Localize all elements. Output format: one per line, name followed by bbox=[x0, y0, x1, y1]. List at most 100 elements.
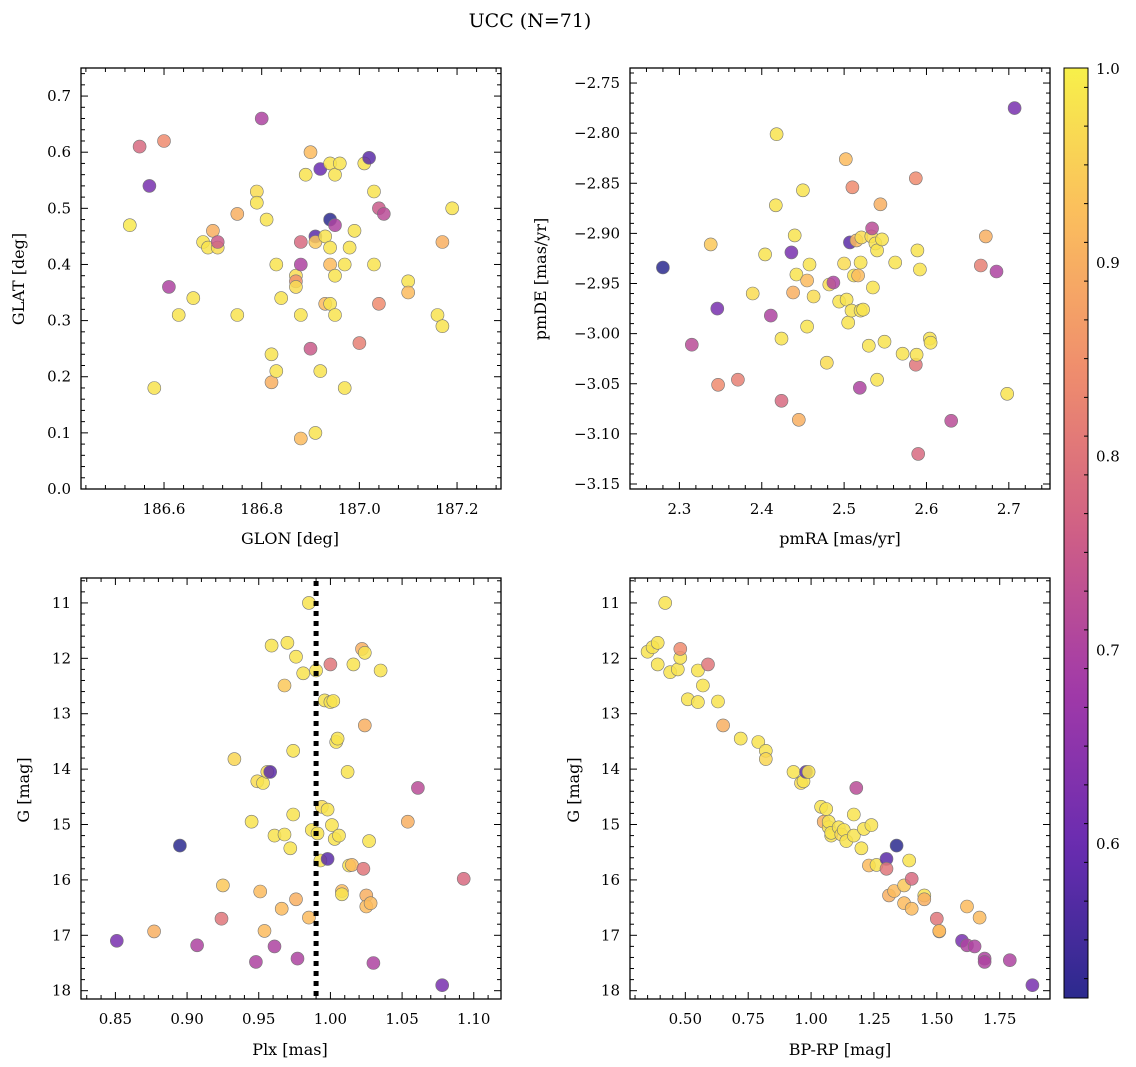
plot-frame bbox=[629, 577, 1051, 1000]
data-point bbox=[861, 338, 876, 353]
data-point bbox=[411, 781, 425, 795]
data-point bbox=[435, 235, 450, 249]
data-point bbox=[711, 377, 725, 392]
data-point bbox=[873, 197, 888, 212]
data-point bbox=[696, 678, 710, 693]
colorbar-tick-label: 0.9 bbox=[1096, 254, 1120, 272]
data-point bbox=[973, 258, 988, 273]
data-point bbox=[846, 828, 861, 843]
data-point bbox=[186, 291, 201, 305]
data-point bbox=[401, 285, 416, 300]
data-point bbox=[342, 240, 357, 255]
data-point bbox=[923, 335, 938, 350]
data-point bbox=[269, 364, 284, 378]
data-point bbox=[888, 255, 903, 270]
data-point bbox=[710, 301, 725, 316]
data-point bbox=[173, 838, 187, 853]
data-point bbox=[210, 235, 225, 249]
figure-title: UCC (N=71) bbox=[469, 10, 592, 32]
data-point bbox=[846, 807, 861, 822]
x-tick-label: 0.90 bbox=[170, 1010, 203, 1028]
x-tick-label: 1.00 bbox=[314, 1010, 347, 1028]
data-point bbox=[400, 814, 415, 829]
data-point bbox=[171, 308, 186, 322]
y-tick-label: 11 bbox=[601, 594, 620, 612]
y-tick-label: 16 bbox=[601, 871, 620, 889]
data-point bbox=[864, 818, 879, 832]
data-point bbox=[819, 355, 834, 370]
data-point bbox=[274, 291, 289, 305]
data-point bbox=[800, 273, 814, 288]
data-point bbox=[337, 257, 352, 272]
data-point bbox=[230, 308, 245, 322]
y-tick-label: 17 bbox=[601, 926, 620, 944]
plot-frame bbox=[80, 577, 502, 1000]
y-tick-label: 0.2 bbox=[47, 368, 71, 386]
panel-glon-glat: GLON [deg] GLAT [deg] 186.6 186.8 187.0 187… bbox=[9, 67, 502, 548]
y-tick-label: 13 bbox=[601, 705, 620, 723]
y-axis-label: GLAT [deg] bbox=[9, 233, 28, 325]
data-point bbox=[763, 308, 778, 323]
data-point bbox=[435, 978, 450, 993]
data-point bbox=[289, 649, 303, 664]
data-point bbox=[249, 195, 264, 210]
y-tick-label: −2.85 bbox=[574, 174, 620, 192]
data-point bbox=[875, 232, 889, 247]
data-point bbox=[769, 127, 784, 141]
x-tick-label: 2.6 bbox=[915, 500, 939, 518]
data-point bbox=[944, 413, 959, 428]
y-tick-label: 15 bbox=[52, 816, 71, 834]
y-tick-label: 12 bbox=[52, 649, 71, 667]
data-point bbox=[801, 765, 816, 779]
y-tick-label: 0.6 bbox=[47, 143, 71, 161]
data-point bbox=[367, 184, 381, 199]
data-point bbox=[913, 262, 927, 277]
data-point bbox=[854, 841, 869, 856]
data-point bbox=[673, 642, 688, 656]
data-point bbox=[849, 781, 864, 795]
x-tick-label: 186.6 bbox=[143, 500, 186, 518]
x-tick-label: 187.2 bbox=[436, 500, 479, 518]
data-point bbox=[774, 393, 789, 408]
colorbar-tick-label: 0.8 bbox=[1096, 448, 1120, 466]
x-tick-label: 2.5 bbox=[832, 500, 856, 518]
data-point bbox=[856, 302, 870, 317]
data-point bbox=[789, 267, 804, 282]
y-tick-label: −3.10 bbox=[574, 425, 620, 443]
data-point bbox=[357, 645, 372, 660]
data-point bbox=[670, 662, 685, 677]
data-point bbox=[917, 892, 932, 907]
y-tick-label: −3.15 bbox=[574, 475, 620, 493]
x-axis-label: pmRA [mas/yr] bbox=[779, 529, 901, 548]
x-tick-label: 1.25 bbox=[857, 1010, 890, 1028]
data-point bbox=[362, 834, 376, 848]
data-point bbox=[357, 718, 372, 733]
data-point bbox=[733, 731, 748, 746]
data-point bbox=[303, 145, 318, 159]
data-point bbox=[909, 347, 924, 362]
data-point bbox=[711, 694, 725, 709]
data-point bbox=[303, 341, 318, 356]
data-point bbox=[786, 285, 800, 300]
data-point bbox=[302, 910, 316, 925]
data-point bbox=[257, 924, 272, 938]
y-tick-label: 15 bbox=[601, 816, 620, 834]
data-point bbox=[286, 743, 301, 758]
data-point bbox=[751, 735, 766, 749]
data-point bbox=[684, 337, 699, 352]
data-point bbox=[259, 212, 274, 227]
colorbar-tick-label: 0.7 bbox=[1096, 641, 1120, 659]
data-point bbox=[283, 841, 298, 856]
y-axis-label: G [mag] bbox=[564, 757, 583, 822]
data-point bbox=[904, 871, 919, 886]
y-tick-label: 11 bbox=[52, 594, 71, 612]
data-point bbox=[791, 412, 806, 427]
data-point bbox=[123, 218, 137, 232]
data-point bbox=[366, 956, 381, 970]
x-tick-label: 1.10 bbox=[457, 1010, 490, 1028]
data-point bbox=[376, 207, 391, 221]
x-tick-label: 1.00 bbox=[794, 1010, 827, 1028]
data-point bbox=[313, 364, 328, 378]
data-point bbox=[1007, 101, 1022, 115]
